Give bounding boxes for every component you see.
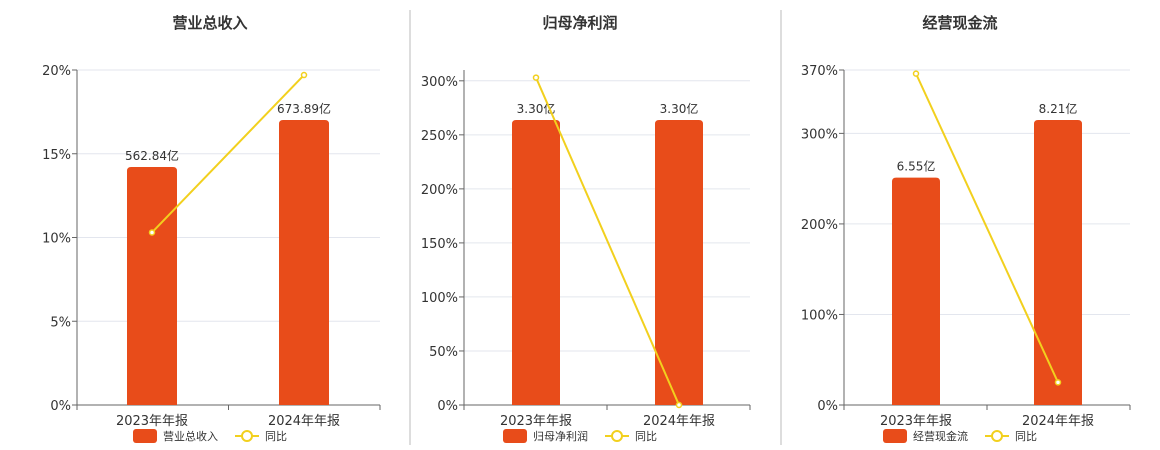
legend-bar-swatch (883, 429, 907, 443)
y-tick-label: 0% (50, 399, 71, 414)
chart-panel-3: 经营现金流 0% 100% 200% 300% 370% 6.55亿 8.21亿 2023年年报… (801, 14, 1131, 443)
y-tick-label: 15% (42, 148, 71, 163)
x-category-label: 2024年年报 (268, 414, 340, 429)
x-category-label: 2023年年报 (880, 414, 952, 429)
bar-data-label: 8.21亿 (1039, 101, 1078, 116)
chart-title: 归母净利润 (542, 14, 617, 32)
legend: 营业总收入 同比 (133, 429, 287, 443)
legend-line-label: 同比 (265, 430, 287, 443)
y-tick-label: 300% (801, 127, 838, 142)
bar (1034, 120, 1082, 405)
y-tick-label: 250% (421, 129, 458, 144)
legend-bar-label: 营业总收入 (163, 429, 218, 443)
yoy-point (300, 71, 308, 79)
bar-data-label: 3.30亿 (517, 101, 556, 116)
yoy-point (532, 74, 540, 81)
yoy-point (675, 401, 683, 409)
chart-panel-2: 归母净利润 0% 50% 100% 150% 200% 250% 300% 3.30亿 3.30亿… (421, 14, 751, 443)
bar (512, 120, 560, 405)
y-tick-label: 200% (801, 218, 838, 233)
x-category-label: 2024年年报 (643, 414, 715, 429)
yoy-point (148, 229, 156, 236)
y-tick-label: 100% (801, 308, 838, 323)
legend-line-label: 同比 (1015, 430, 1037, 443)
y-tick-label: 200% (421, 183, 458, 198)
bar (892, 177, 940, 405)
bar-data-label: 6.55亿 (897, 159, 936, 174)
legend: 归母净利润 同比 (503, 429, 657, 443)
y-tick-label: 5% (50, 315, 71, 330)
yoy-line (151, 74, 305, 234)
bar-data-label: 562.84亿 (125, 148, 179, 163)
y-tick-label: 20% (42, 64, 71, 79)
legend-bar-swatch (503, 429, 527, 443)
legend-bar-label: 归母净利润 (533, 429, 588, 443)
x-category-label: 2024年年报 (1022, 414, 1094, 429)
x-category-label: 2023年年报 (116, 414, 188, 429)
chart-title: 营业总收入 (172, 14, 247, 32)
yoy-point (912, 70, 920, 77)
y-tick-label: 150% (421, 237, 458, 252)
legend-bar-label: 经营现金流 (913, 429, 968, 443)
legend-bar-swatch (133, 429, 157, 443)
yoy-line (915, 73, 1059, 383)
yoy-line (535, 77, 680, 406)
bar-data-label: 3.30亿 (660, 101, 699, 116)
y-tick-label: 370% (801, 64, 838, 79)
legend-line-label: 同比 (635, 430, 657, 443)
yoy-point (1054, 379, 1062, 386)
chart-title: 经营现金流 (922, 14, 997, 32)
y-tick-label: 0% (817, 399, 838, 414)
y-tick-label: 100% (421, 291, 458, 306)
legend-line-marker (991, 430, 1003, 442)
legend-line-marker (611, 430, 623, 442)
chart-panel-1: 营业总收入 0% 5% 10% 15% 20% 562.84亿 673.89亿 2023年年报 2… (42, 14, 381, 443)
y-tick-label: 10% (42, 232, 71, 247)
x-category-label: 2023年年报 (500, 414, 572, 429)
bar (279, 120, 329, 405)
bar (127, 166, 177, 405)
y-tick-label: 50% (429, 345, 458, 360)
legend-line-marker (241, 430, 253, 442)
legend: 经营现金流 同比 (883, 429, 1037, 443)
y-tick-label: 300% (421, 75, 458, 90)
y-tick-label: 0% (437, 399, 458, 414)
bar (655, 120, 703, 405)
bar-data-label: 673.89亿 (277, 101, 331, 116)
